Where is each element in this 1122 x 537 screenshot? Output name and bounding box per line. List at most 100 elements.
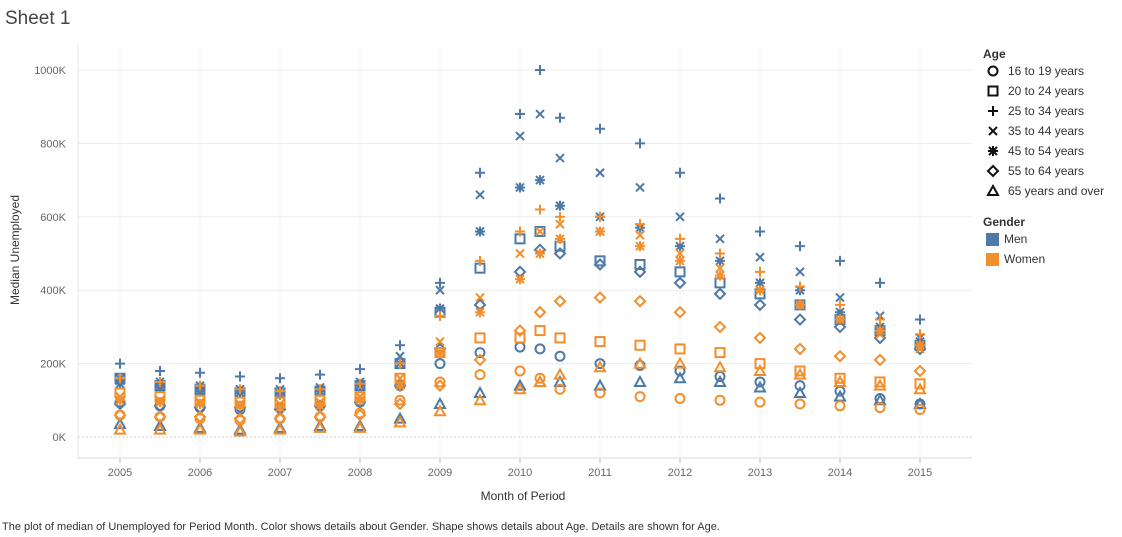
data-point-men-triangle	[153, 418, 167, 431]
asterisk-icon	[988, 146, 998, 156]
data-point-women-plus	[715, 248, 725, 259]
data-point-women-asterisk	[835, 314, 845, 325]
data-point-men-asterisk	[115, 378, 125, 389]
data-point-men-square	[534, 225, 546, 237]
data-point-men-triangle	[553, 374, 567, 387]
x-tick-label: 2015	[908, 467, 932, 479]
x-axis-title: Month of Period	[481, 489, 566, 503]
data-point-women-plus	[235, 384, 245, 395]
data-point-women-asterisk	[315, 400, 325, 411]
x-tick-label: 2013	[748, 467, 772, 479]
data-point-women-cross	[675, 248, 685, 259]
data-point-men-plus	[555, 112, 565, 123]
data-point-women-plus	[315, 384, 325, 395]
asterisk-glyph	[988, 146, 998, 156]
data-point-men-plus	[535, 65, 545, 75]
data-point-women-asterisk	[555, 233, 565, 244]
data-point-women-circle	[714, 394, 726, 406]
data-point-men-triangle	[873, 393, 887, 406]
data-point-women-circle	[534, 372, 546, 384]
data-point-men-plus	[115, 358, 125, 369]
data-point-men-plus	[915, 314, 925, 325]
data-point-women-asterisk	[535, 248, 545, 259]
data-point-women-asterisk	[515, 274, 525, 285]
cross-glyph	[988, 126, 998, 136]
triangle-glyph	[986, 184, 1000, 196]
data-point-women-diamond	[913, 364, 927, 378]
data-point-women-diamond	[713, 320, 727, 334]
data-point-women-square	[914, 378, 926, 390]
legend-gender-label: Men	[1004, 232, 1028, 246]
data-point-women-triangle	[553, 367, 567, 380]
data-point-men-plus	[435, 277, 445, 288]
data-point-women-plus	[475, 255, 485, 266]
circle-glyph	[987, 65, 999, 77]
square-glyph	[987, 85, 999, 97]
x-tick-label: 2006	[188, 467, 212, 479]
data-point-women-plus	[155, 376, 165, 387]
data-point-women-circle	[434, 376, 446, 388]
data-point-women-square	[754, 358, 766, 370]
x-tick-label: 2007	[268, 467, 292, 479]
data-point-men-cross	[535, 109, 545, 119]
data-point-women-plus	[835, 299, 845, 310]
data-point-women-asterisk	[395, 380, 405, 391]
data-point-men-asterisk	[555, 200, 565, 211]
data-point-men-asterisk	[515, 182, 525, 193]
data-point-women-diamond	[233, 412, 247, 426]
x-tick-label: 2012	[668, 467, 692, 479]
data-point-women-cross	[635, 230, 645, 240]
data-point-men-plus	[755, 226, 765, 237]
data-point-women-diamond	[753, 331, 767, 345]
legend-age-label: 55 to 64 years	[1008, 164, 1085, 178]
data-point-women-circle	[594, 387, 606, 399]
data-point-men-asterisk	[195, 386, 205, 397]
data-point-men-plus	[795, 241, 805, 252]
data-point-men-cross	[635, 182, 645, 193]
data-point-men-cross	[795, 267, 805, 277]
data-point-women-asterisk	[595, 226, 605, 237]
data-point-women-triangle	[313, 420, 327, 433]
y-tick-label: 600K	[40, 212, 66, 224]
data-point-women-square	[534, 325, 546, 337]
data-point-men-asterisk	[835, 307, 845, 318]
legend-gender-label: Women	[1004, 252, 1046, 266]
data-point-women-asterisk	[355, 395, 365, 406]
diamond-icon	[986, 164, 1000, 178]
legend-age-label: 65 years and over	[1008, 184, 1105, 198]
legend-age-label: 16 to 19 years	[1008, 64, 1085, 78]
data-point-women-circle	[674, 392, 686, 404]
data-point-women-cross	[715, 263, 725, 273]
data-point-men-triangle	[393, 411, 407, 424]
data-point-women-triangle	[193, 422, 207, 435]
data-point-men-cross	[435, 285, 445, 295]
data-point-women-diamond	[433, 379, 447, 393]
data-point-men-plus	[275, 373, 285, 384]
data-point-women-triangle	[713, 360, 727, 373]
data-point-men-plus	[595, 123, 605, 134]
data-point-women-diamond	[353, 408, 367, 422]
x-tick-label: 2010	[508, 467, 532, 479]
data-point-women-triangle	[353, 420, 367, 433]
data-point-women-asterisk	[195, 398, 205, 409]
data-point-women-triangle	[593, 360, 607, 373]
points-layer	[113, 65, 927, 437]
data-point-women-asterisk	[155, 397, 165, 408]
data-point-women-triangle	[433, 404, 447, 417]
data-point-women-plus	[635, 219, 645, 230]
y-tick-label: 800K	[40, 138, 66, 150]
data-point-women-plus	[875, 314, 885, 325]
data-point-men-cross	[555, 153, 565, 163]
legend-age-label: 25 to 34 years	[1008, 104, 1085, 118]
data-point-men-triangle	[713, 374, 727, 387]
data-point-men-circle	[794, 380, 806, 392]
data-point-women-square	[794, 365, 806, 377]
legend-age-label: 35 to 44 years	[1008, 124, 1085, 138]
data-point-men-triangle	[513, 378, 527, 391]
data-point-women-triangle	[633, 356, 647, 369]
data-point-men-plus	[315, 369, 325, 380]
data-point-men-cross	[835, 292, 845, 303]
data-point-women-square	[714, 347, 726, 359]
data-point-women-asterisk	[915, 340, 925, 351]
y-tick-label: 1000K	[34, 65, 66, 77]
